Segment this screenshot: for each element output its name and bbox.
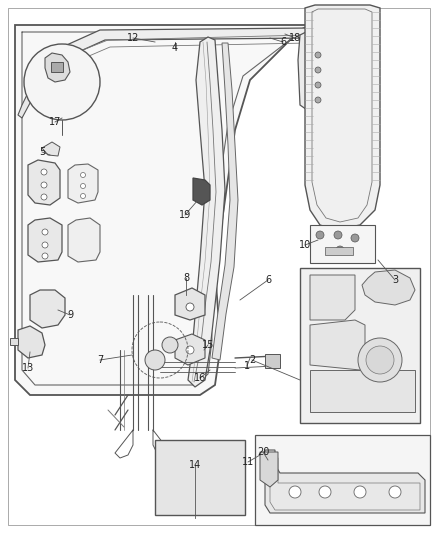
Circle shape [354, 486, 366, 498]
Text: 2: 2 [249, 355, 255, 365]
Polygon shape [265, 450, 425, 513]
Polygon shape [60, 28, 315, 58]
Circle shape [186, 303, 194, 311]
Circle shape [316, 231, 324, 239]
Polygon shape [42, 142, 60, 156]
Text: 9: 9 [67, 310, 73, 320]
Polygon shape [15, 25, 310, 395]
Circle shape [389, 486, 401, 498]
Polygon shape [18, 326, 45, 358]
Bar [155, 440, 245, 515]
Circle shape [336, 246, 344, 254]
Circle shape [315, 67, 321, 73]
Bar [51, 62, 63, 72]
Polygon shape [175, 288, 205, 320]
Text: 13: 13 [22, 363, 34, 373]
Polygon shape [310, 370, 415, 412]
Text: 6: 6 [280, 37, 286, 47]
Polygon shape [212, 43, 238, 360]
Circle shape [41, 194, 47, 200]
Polygon shape [28, 218, 62, 262]
Circle shape [145, 350, 165, 370]
Circle shape [81, 183, 85, 189]
Circle shape [42, 242, 48, 248]
Circle shape [315, 82, 321, 88]
Circle shape [42, 229, 48, 235]
Circle shape [366, 346, 394, 374]
Bar [265, 354, 280, 368]
Circle shape [186, 346, 194, 354]
Bar [325, 247, 353, 255]
Polygon shape [298, 30, 340, 112]
Polygon shape [28, 160, 60, 205]
Text: 18: 18 [289, 33, 301, 43]
Text: 20: 20 [257, 447, 269, 457]
Circle shape [358, 338, 402, 382]
Polygon shape [30, 290, 65, 328]
Polygon shape [310, 320, 365, 370]
Circle shape [81, 193, 85, 198]
Polygon shape [45, 53, 70, 82]
Bar [310, 225, 375, 263]
Text: 16: 16 [194, 373, 206, 383]
Polygon shape [310, 275, 355, 320]
Bar [300, 268, 420, 423]
Polygon shape [68, 218, 100, 262]
Circle shape [41, 169, 47, 175]
Text: 5: 5 [39, 147, 45, 157]
Polygon shape [10, 338, 18, 345]
Text: 4: 4 [172, 43, 178, 53]
Text: 17: 17 [49, 117, 61, 127]
Text: 8: 8 [183, 273, 189, 283]
Bar [255, 435, 430, 525]
Text: 15: 15 [202, 340, 214, 350]
Text: 11: 11 [242, 457, 254, 467]
Circle shape [351, 234, 359, 242]
Text: 6: 6 [265, 275, 271, 285]
Text: 19: 19 [179, 210, 191, 220]
Text: 14: 14 [189, 460, 201, 470]
Circle shape [334, 231, 342, 239]
Circle shape [41, 182, 47, 188]
Polygon shape [193, 178, 210, 205]
Text: 1: 1 [244, 361, 250, 371]
Text: 3: 3 [392, 275, 398, 285]
Text: 7: 7 [97, 355, 103, 365]
Circle shape [315, 52, 321, 58]
Circle shape [315, 97, 321, 103]
Text: 12: 12 [127, 33, 139, 43]
Polygon shape [188, 37, 225, 387]
Polygon shape [175, 334, 205, 365]
Circle shape [162, 337, 178, 353]
Text: 10: 10 [299, 240, 311, 250]
Polygon shape [68, 164, 98, 203]
Circle shape [289, 486, 301, 498]
Polygon shape [260, 452, 278, 487]
Polygon shape [305, 5, 380, 230]
Circle shape [81, 173, 85, 177]
Circle shape [42, 253, 48, 259]
Circle shape [319, 486, 331, 498]
Circle shape [24, 44, 100, 120]
Polygon shape [362, 270, 415, 305]
Polygon shape [18, 52, 54, 118]
